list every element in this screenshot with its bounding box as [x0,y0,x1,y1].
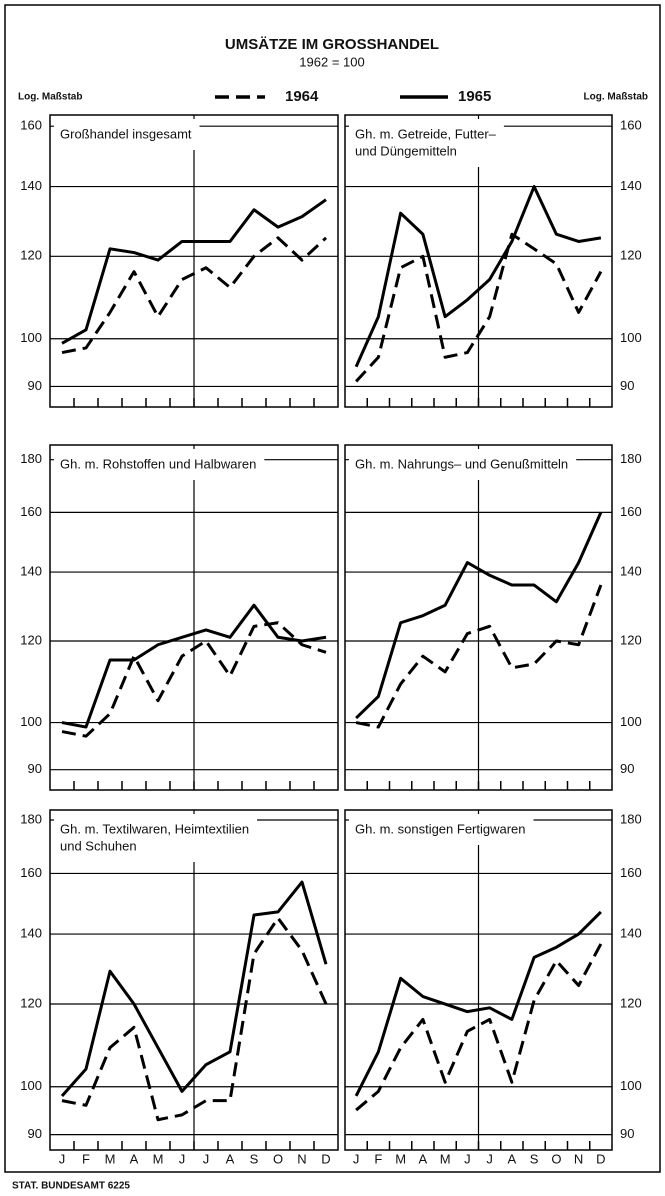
x-tick-label: J [464,1151,471,1166]
series-line [354,185,602,368]
x-tick-label: O [273,1151,283,1166]
scale-note: Log. Maßstab [18,92,82,103]
x-tick-label: M [153,1151,164,1166]
y-tick-label: 160 [20,504,42,519]
panel-title: Gh. m. sonstigen Fertigwaren [355,821,526,836]
series-line [61,603,327,729]
series-line [355,511,603,720]
x-tick-label: D [596,1151,605,1166]
series-line [61,198,327,345]
x-tick-label: F [374,1151,382,1166]
y-tick-label: 140 [20,178,42,193]
x-tick-label: M [395,1151,406,1166]
title-box [54,449,265,480]
source: STAT. BUNDESAMT 6225 [12,1181,130,1192]
page-subtitle: 1962 = 100 [299,54,364,69]
x-tick-label: M [105,1151,116,1166]
y-tick-label: 120 [620,632,642,647]
y-tick-label: 140 [20,925,42,940]
title-box [349,814,534,845]
series-line [60,880,328,1097]
panel-title: Gh. m. Nahrungs– und Genußmitteln [355,456,568,471]
y-tick-label: 140 [20,564,42,579]
x-tick-label: J [203,1151,210,1166]
panel-frame [49,809,339,1151]
panel-frame [344,114,613,408]
x-tick-label: S [530,1151,539,1166]
title-box [349,449,577,480]
y-tick-label: 140 [620,178,642,193]
y-tick-label: 160 [20,865,42,880]
panel-title: Gh. m. Textilwaren, Heimtextilien [60,821,249,836]
y-tick-label: 100 [20,1078,42,1093]
series-line [61,236,328,355]
panel-title: und Schuhen [60,838,137,853]
x-tick-label: S [250,1151,259,1166]
y-tick-label: 120 [620,995,642,1010]
y-tick-label: 100 [620,330,642,345]
y-tick-label: 100 [620,714,642,729]
y-tick-label: 90 [620,1126,634,1141]
panel-title: Großhandel insgesamt [60,126,192,141]
x-tick-label: J [59,1151,66,1166]
y-tick-label: 100 [20,714,42,729]
y-tick-label: 120 [20,995,42,1010]
x-tick-label: D [321,1151,330,1166]
y-tick-label: 120 [620,248,642,263]
x-tick-label: N [297,1151,306,1166]
panel-title: Gh. m. Rohstoffen und Halbwaren [60,456,256,471]
legend-label: 1965 [458,88,491,105]
series-line [355,943,603,1112]
y-tick-label: 140 [620,925,642,940]
series-line [355,232,603,383]
y-tick-label: 90 [28,761,42,776]
y-tick-label: 140 [620,564,642,579]
y-tick-label: 90 [28,378,42,393]
y-tick-label: 100 [20,330,42,345]
y-tick-label: 160 [620,504,642,519]
y-tick-label: 100 [620,1078,642,1093]
panel-frame [49,114,339,408]
panel-title: Gh. m. Getreide, Futter– [355,126,497,141]
x-tick-label: F [82,1151,90,1166]
y-tick-label: 90 [28,1126,42,1141]
outer-frame [4,4,661,1173]
x-tick-label: A [508,1151,517,1166]
y-tick-label: 120 [20,632,42,647]
x-tick-label: J [353,1151,360,1166]
panel-frame [49,444,339,791]
series-line [354,910,602,1097]
y-tick-label: 90 [620,761,634,776]
series-line [355,584,603,729]
x-tick-label: N [574,1151,583,1166]
y-tick-label: 160 [620,118,642,133]
panel-frame [344,444,613,791]
panel-frame [344,809,613,1151]
series-line [61,621,327,738]
title-box [54,814,258,862]
scale-note: Log. Maßstab [584,92,648,103]
y-tick-label: 120 [20,248,42,263]
x-tick-label: A [130,1151,139,1166]
series-line [61,916,328,1122]
y-tick-label: 90 [620,378,634,393]
x-tick-label: A [226,1151,235,1166]
x-tick-label: M [440,1151,451,1166]
x-tick-label: A [419,1151,428,1166]
y-tick-label: 180 [20,451,42,466]
x-tick-label: J [486,1151,493,1166]
panel-title: und Düngemitteln [355,143,457,158]
title-box [54,119,200,150]
x-tick-label: O [551,1151,561,1166]
x-tick-label: J [179,1151,186,1166]
title-box [349,119,504,167]
y-tick-label: 180 [20,811,42,826]
y-tick-label: 160 [20,118,42,133]
y-tick-label: 180 [620,451,642,466]
legend-label: 1964 [285,88,319,105]
y-tick-label: 160 [620,865,642,880]
y-tick-label: 180 [620,811,642,826]
page-title: UMSÄTZE IM GROSSHANDEL [225,36,439,53]
